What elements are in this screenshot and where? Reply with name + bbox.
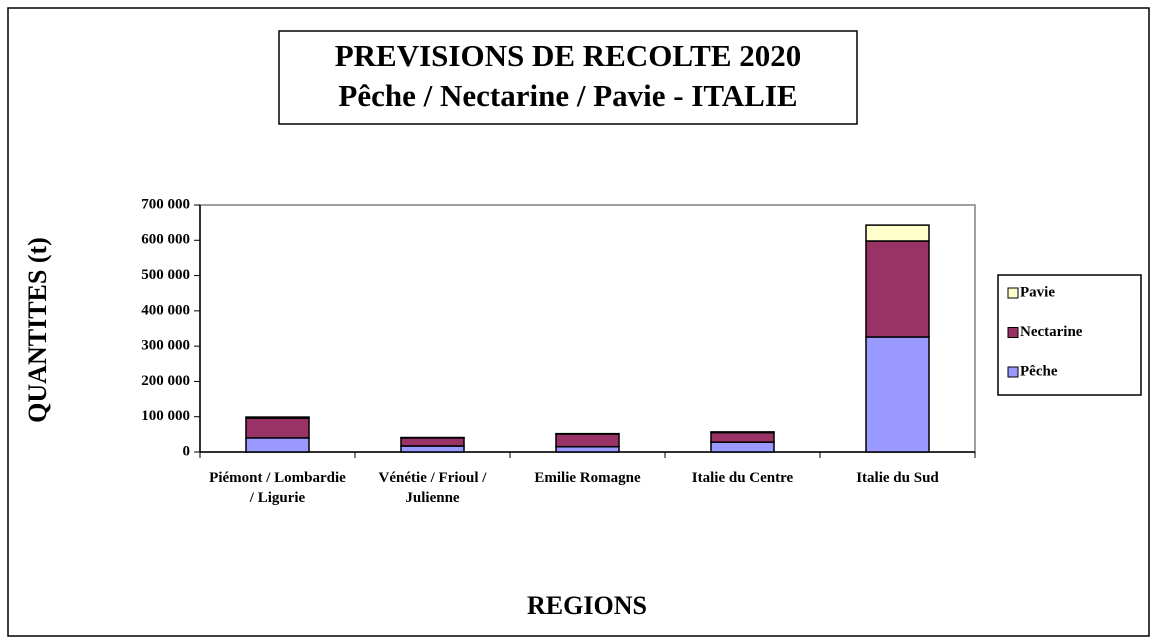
title-box <box>278 30 858 125</box>
bar <box>555 445 620 453</box>
bar <box>865 224 930 242</box>
legend-swatch <box>1007 327 1019 338</box>
bar <box>710 431 775 434</box>
x-tick-label: Piémont / Lombardie / Ligurie <box>209 470 346 506</box>
y-axis-label: QUANTITES (t) <box>23 237 52 423</box>
legend-label: Pêche <box>1020 363 1058 379</box>
y-tick-label: 500 000 <box>141 267 190 283</box>
y-tick-label: 0 <box>183 443 191 459</box>
bar <box>400 445 465 453</box>
bar <box>710 431 775 443</box>
legend-swatch <box>1007 366 1019 378</box>
chart-subtitle: Pêche / Nectarine / Pavie - ITALIE <box>338 78 797 113</box>
legend-swatch <box>1007 287 1019 299</box>
y-tick-label: 200 000 <box>141 373 190 389</box>
y-tick-label: 700 000 <box>141 196 190 212</box>
x-tick-label: Vénétie / Frioul / Julienne <box>378 470 487 506</box>
bar <box>245 437 310 453</box>
plot-area <box>199 204 976 453</box>
chart-title: PREVISIONS DE RECOLTE 2020 <box>335 38 802 73</box>
bar <box>865 336 930 453</box>
legend-label: Nectarine <box>1020 324 1083 340</box>
legend-box <box>997 274 1142 396</box>
bar <box>400 437 465 447</box>
x-tick-label: Italie du Centre <box>691 470 794 486</box>
legend-label: Pavie <box>1020 284 1055 300</box>
bar <box>245 416 310 419</box>
bar <box>865 240 930 338</box>
x-tick-label: Emilie Romagne <box>534 470 641 486</box>
bar <box>245 417 310 439</box>
bar <box>555 433 620 448</box>
x-axis-label: REGIONS <box>527 591 647 620</box>
y-tick-label: 100 000 <box>141 408 190 424</box>
y-tick-label: 300 000 <box>141 338 190 354</box>
y-tick-label: 400 000 <box>141 302 190 318</box>
bar <box>710 441 775 453</box>
x-tick-label: Italie du Sud <box>856 470 939 486</box>
y-tick-label: 600 000 <box>141 232 190 248</box>
